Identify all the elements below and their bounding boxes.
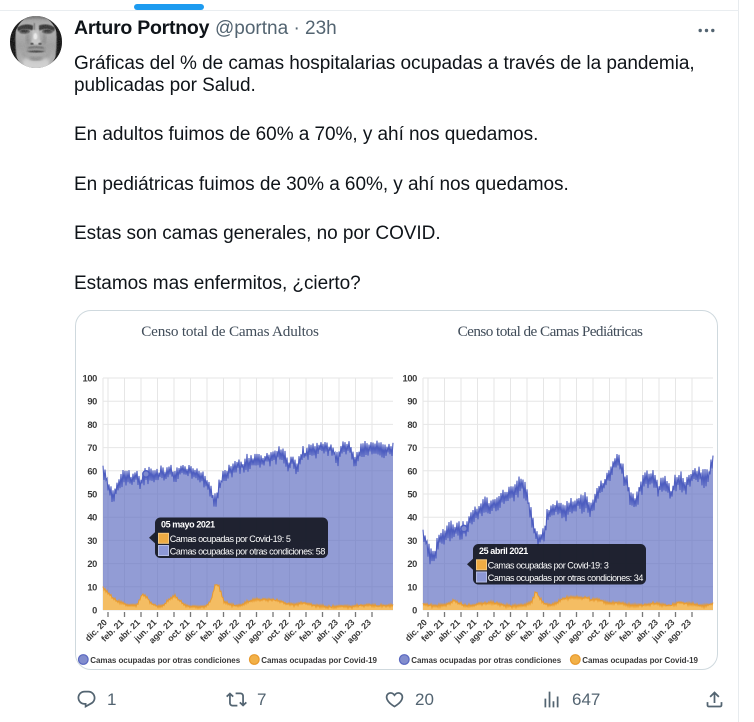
svg-text:60: 60 <box>407 466 417 476</box>
svg-text:90: 90 <box>87 397 97 407</box>
svg-text:Camas ocupadas por Covid-19: Camas ocupadas por Covid-19 <box>261 656 377 665</box>
svg-text:Camas ocupadas por Covid-19: Camas ocupadas por Covid-19 <box>582 656 698 665</box>
svg-text:10: 10 <box>87 582 97 592</box>
svg-text:Censo total de Camas Pediátric: Censo total de Camas Pediátricas <box>458 323 643 340</box>
svg-text:0: 0 <box>412 606 417 616</box>
svg-text:90: 90 <box>407 397 417 407</box>
svg-text:30: 30 <box>87 536 97 546</box>
svg-text:Censo total de Camas Adultos: Censo total de Camas Adultos <box>141 323 319 340</box>
svg-text:Camas ocupadas por otras condi: Camas ocupadas por otras condiciones <box>90 656 240 665</box>
svg-text:100: 100 <box>83 374 98 384</box>
svg-text:70: 70 <box>87 443 97 453</box>
svg-text:50: 50 <box>407 490 417 500</box>
svg-text:10: 10 <box>407 582 417 592</box>
svg-text:25 abril 2021: 25 abril 2021 <box>479 546 528 556</box>
svg-text:Camas ocupadas por otras condi: Camas ocupadas por otras condiciones <box>411 656 561 665</box>
svg-text:20: 20 <box>87 559 97 569</box>
svg-text:80: 80 <box>87 420 97 430</box>
svg-text:Camas ocupadas por otras condi: Camas ocupadas por otras condiciones: 58 <box>170 546 326 556</box>
svg-text:20: 20 <box>407 559 417 569</box>
svg-text:40: 40 <box>87 513 97 523</box>
svg-text:Camas ocupadas por Covid-19: 5: Camas ocupadas por Covid-19: 5 <box>170 534 291 544</box>
svg-text:50: 50 <box>87 490 97 500</box>
svg-text:05 mayo 2021: 05 mayo 2021 <box>161 520 215 530</box>
svg-text:100: 100 <box>403 374 418 384</box>
svg-text:80: 80 <box>407 420 417 430</box>
svg-text:40: 40 <box>407 513 417 523</box>
svg-text:0: 0 <box>92 606 97 616</box>
svg-text:70: 70 <box>407 443 417 453</box>
svg-text:Camas ocupadas por otras condi: Camas ocupadas por otras condiciones: 34 <box>488 573 644 583</box>
svg-text:60: 60 <box>87 466 97 476</box>
svg-text:30: 30 <box>407 536 417 546</box>
svg-text:Camas ocupadas por Covid-19: 3: Camas ocupadas por Covid-19: 3 <box>488 561 609 571</box>
